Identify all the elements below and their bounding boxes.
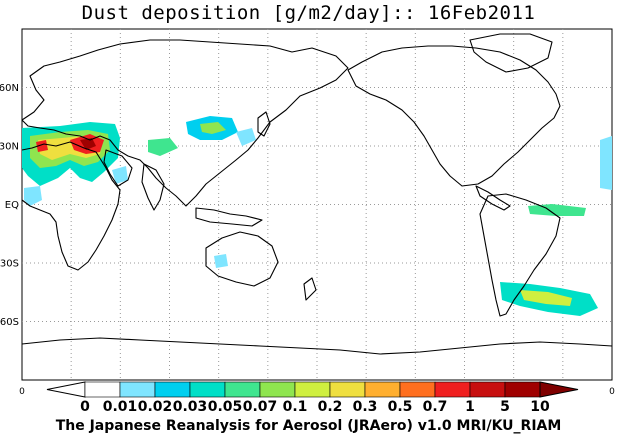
- colorbar-tick-label: 1: [465, 399, 475, 415]
- coast-indonesia: [195, 207, 263, 227]
- lat-label: 30S: [0, 259, 19, 270]
- dust-arabia-east: [112, 166, 128, 184]
- credit-line: The Japanese Reanalysis for Aerosol (JRA…: [55, 418, 562, 434]
- colorbar-tick-label: 0.3: [353, 399, 378, 415]
- dust-core-dark: [80, 138, 96, 150]
- colorbar-tick-label: 0.5: [388, 399, 413, 415]
- colorbar-tick-label: 0.01: [103, 399, 138, 415]
- dust-east-asia: [236, 128, 256, 146]
- colorbar-swatch: [434, 381, 471, 398]
- colorbar-swatch: [294, 381, 331, 398]
- coast-eurasia: [21, 39, 349, 207]
- colorbar-tick-label: 10: [530, 399, 550, 415]
- colorbar-swatch: [189, 381, 226, 398]
- dust-taklimakan: [148, 138, 178, 156]
- colorbar-swatch: [469, 381, 506, 398]
- colorbar-swatch: [154, 381, 191, 398]
- lat-label: 60S: [0, 317, 19, 328]
- coast-africa: [21, 141, 121, 271]
- colorbar-tick-label: 0.05: [208, 399, 243, 415]
- dust-australia: [214, 254, 228, 268]
- dust-caribbean: [600, 136, 612, 190]
- coast-central-america: [475, 185, 511, 211]
- colorbar-swatch: [364, 381, 401, 398]
- coast-greenland: [469, 33, 553, 73]
- colorbar-swatch: [224, 381, 261, 398]
- coast-antarctica: [21, 337, 613, 355]
- edge-label-left: 0: [19, 387, 25, 397]
- colorbar-swatch: [329, 381, 366, 398]
- colorbar-tick-label: 0.1: [283, 399, 308, 415]
- colorbar-swatch: [259, 381, 296, 398]
- edge-label-right: 0: [609, 387, 615, 397]
- dust-west-africa: [24, 186, 42, 206]
- map-title: Dust deposition [g/m2/day]:: 16Feb2011: [81, 2, 536, 24]
- colorbar-swatch: [399, 381, 436, 398]
- coast-india: [141, 163, 165, 211]
- colorbar-tick-label: 0.02: [138, 399, 173, 415]
- coast-australia: [205, 231, 279, 287]
- colorbar-swatch: [119, 381, 156, 398]
- coast-japan: [257, 111, 271, 137]
- colorbar-tick-label: 0.03: [173, 399, 208, 415]
- lat-label: 60N: [0, 83, 19, 94]
- dust-deposition-field: [22, 116, 612, 316]
- coast-new-zealand: [303, 277, 317, 301]
- coast-south-america: [479, 193, 561, 317]
- graticule: [22, 29, 612, 380]
- latitude-labels: 60N 30N EQ 30S 60S: [0, 83, 19, 328]
- colorbar-tick-label: 0.07: [243, 399, 278, 415]
- colorbar-swatch: [84, 381, 121, 398]
- colorbar-swatch: [504, 381, 541, 398]
- colorbar-tick-label: 0: [80, 399, 90, 415]
- lat-label: 30N: [0, 142, 19, 153]
- coast-arabia: [103, 149, 133, 187]
- colorbar-under-arrow: [46, 381, 86, 398]
- colorbar-tick-label: 0.2: [318, 399, 343, 415]
- dust-core-red-west: [36, 140, 48, 152]
- colorbar-tick-label: 0.7: [423, 399, 448, 415]
- colorbar-over-arrow: [539, 381, 579, 398]
- dust-patagonia-core: [520, 290, 572, 306]
- coastlines: [21, 33, 613, 355]
- colorbar-tick-label: 5: [500, 399, 510, 415]
- dust-gobi-core: [200, 122, 226, 134]
- coast-north-america: [347, 45, 561, 187]
- lat-label: EQ: [5, 200, 19, 211]
- colorbar: 0 0.01 0.02 0.03 0.05 0.07 0.1 0.2 0.3 0.5 0.7 1 5 10: [46, 381, 579, 415]
